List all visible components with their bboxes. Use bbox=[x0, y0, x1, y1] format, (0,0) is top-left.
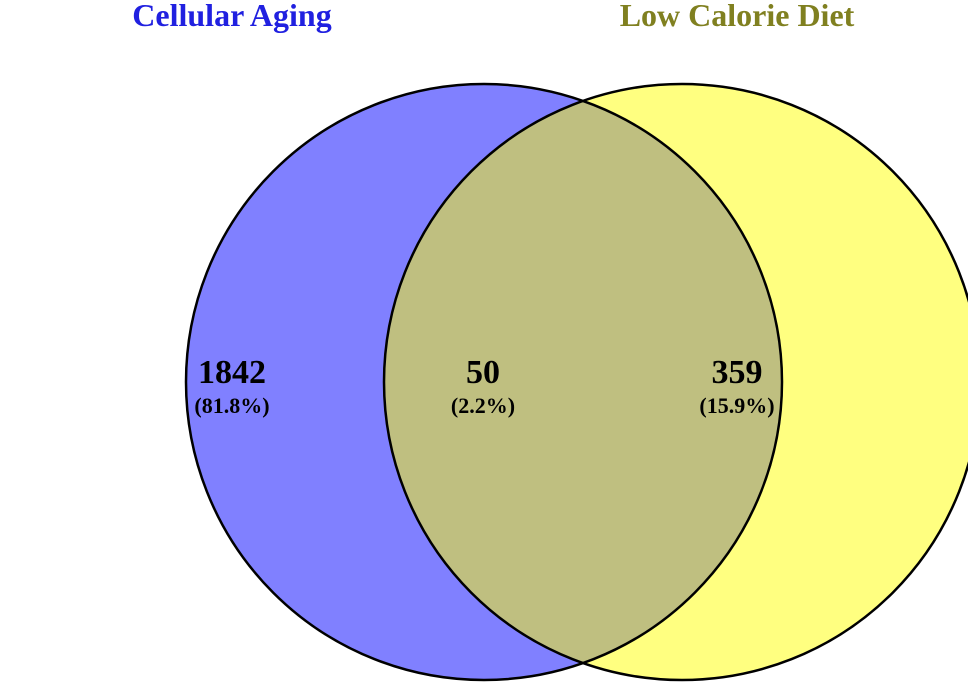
count-left-only: 1842 bbox=[198, 354, 266, 391]
percent-left-only: (81.8%) bbox=[194, 393, 269, 418]
count-right-only: 359 bbox=[712, 354, 763, 391]
set-title-low-calorie-diet: Low Calorie Diet bbox=[620, 0, 855, 33]
intersection-region bbox=[384, 84, 782, 680]
count-intersection: 50 bbox=[466, 354, 500, 391]
set-title-cellular-aging: Cellular Aging bbox=[132, 0, 331, 33]
percent-right-only: (15.9%) bbox=[699, 393, 774, 418]
outline-low-calorie-diet bbox=[382, 82, 968, 682]
outline-cellular-aging bbox=[184, 82, 784, 682]
percent-intersection: (2.2%) bbox=[451, 393, 515, 418]
